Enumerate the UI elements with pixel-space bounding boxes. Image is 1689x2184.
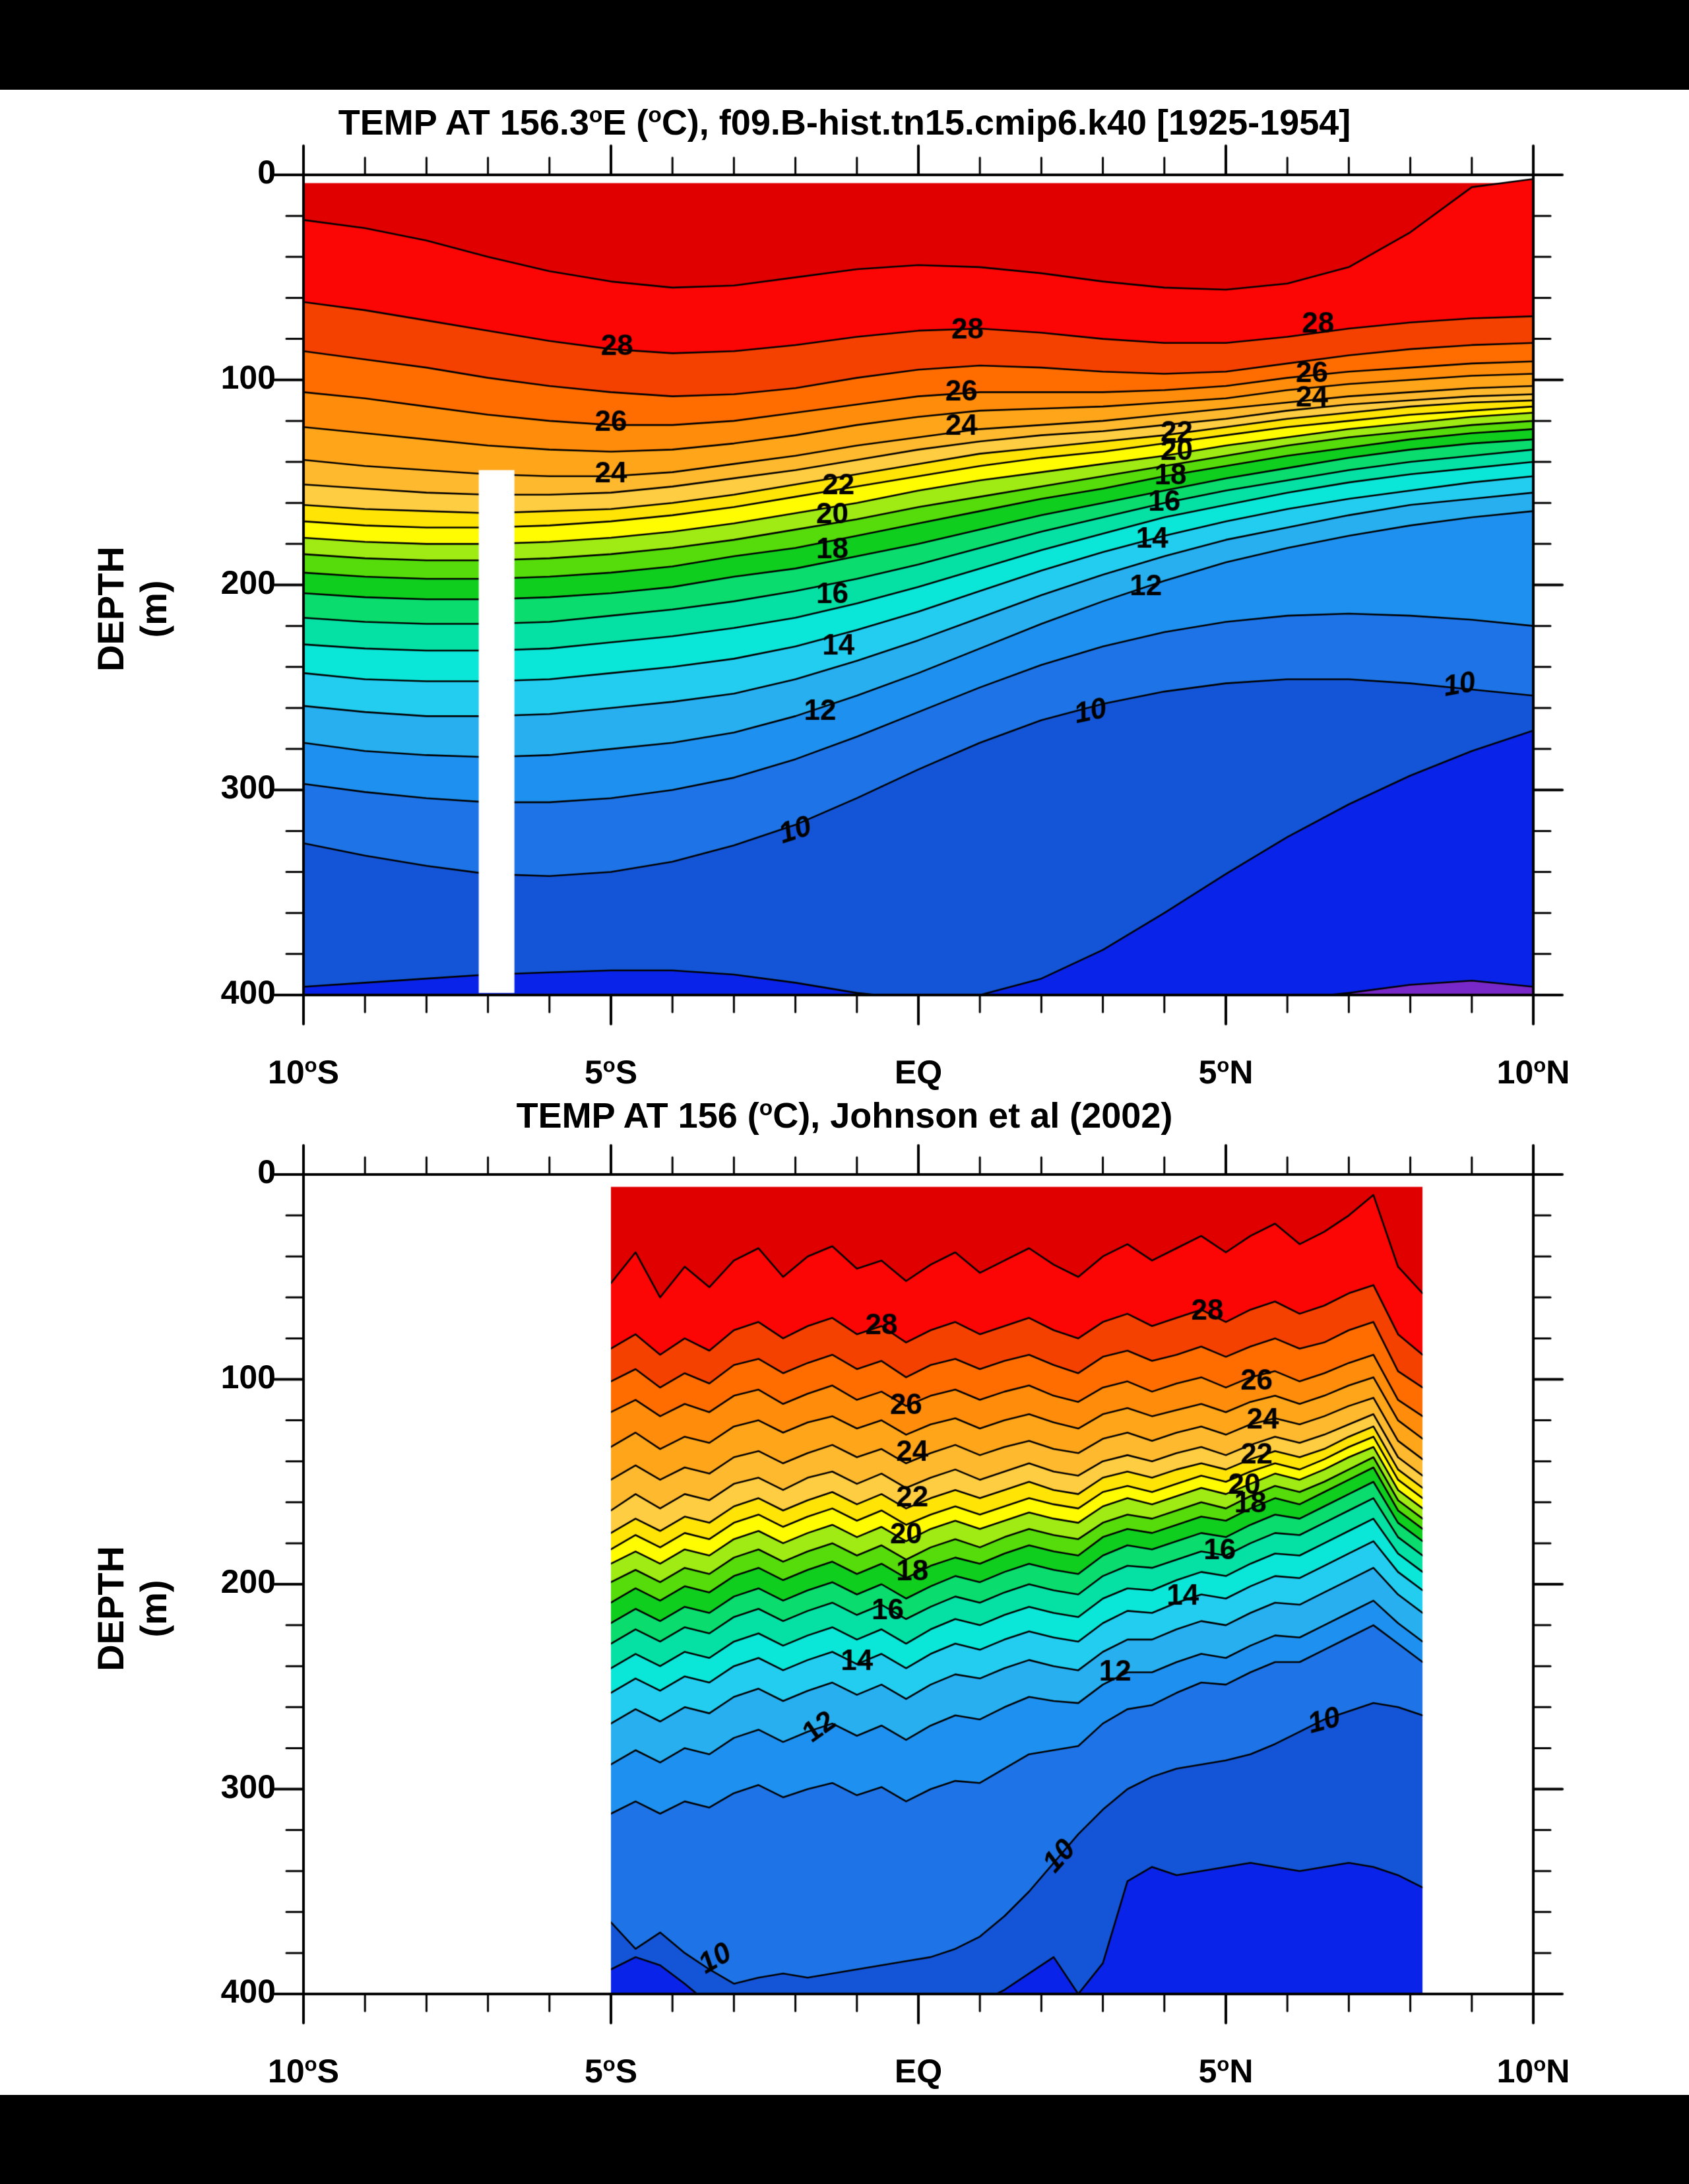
- panel2-xtick-4: 10oN: [1496, 2052, 1570, 2090]
- panel1-ytick-300: 300: [220, 769, 276, 806]
- panel1-ytick-0: 0: [257, 154, 276, 191]
- panel2-xtick-1: 5oS: [584, 2052, 638, 2090]
- panel1-ytick-200: 200: [220, 563, 276, 601]
- panel2-yaxis-label: DEPTH (m): [90, 1546, 174, 1671]
- panel1-xtick-2: EQ: [894, 1054, 943, 1091]
- panel2-ytick-300: 300: [220, 1768, 276, 1805]
- panel1-ytick-100: 100: [220, 358, 276, 396]
- panel2-ytick-0: 0: [257, 1153, 276, 1190]
- panel1-xtick-3: 5oN: [1198, 1053, 1254, 1091]
- panel1-xtick-4: 10oN: [1496, 1053, 1570, 1091]
- panel1-xtick-0: 10oS: [268, 1053, 339, 1091]
- panel2-ytick-100: 100: [220, 1358, 276, 1396]
- panel2-ytick-400: 400: [220, 1973, 276, 2010]
- panel1-yaxis-label: DEPTH (m): [90, 546, 174, 672]
- panel2-title: TEMP AT 156 (oC), Johnson et al (2002): [516, 1096, 1173, 1136]
- panel2-xtick-3: 5oN: [1198, 2052, 1254, 2090]
- panel2-xtick-0: 10oS: [268, 2052, 339, 2090]
- panel1-xtick-1: 5oS: [584, 1053, 638, 1091]
- panel2-ytick-200: 200: [220, 1563, 276, 1600]
- panel1-ytick-400: 400: [220, 974, 276, 1011]
- panel1-title: TEMP AT 156.3oE (oC), f09.B-hist.tn15.cm…: [338, 103, 1351, 143]
- panel2-xtick-2: EQ: [894, 2053, 943, 2090]
